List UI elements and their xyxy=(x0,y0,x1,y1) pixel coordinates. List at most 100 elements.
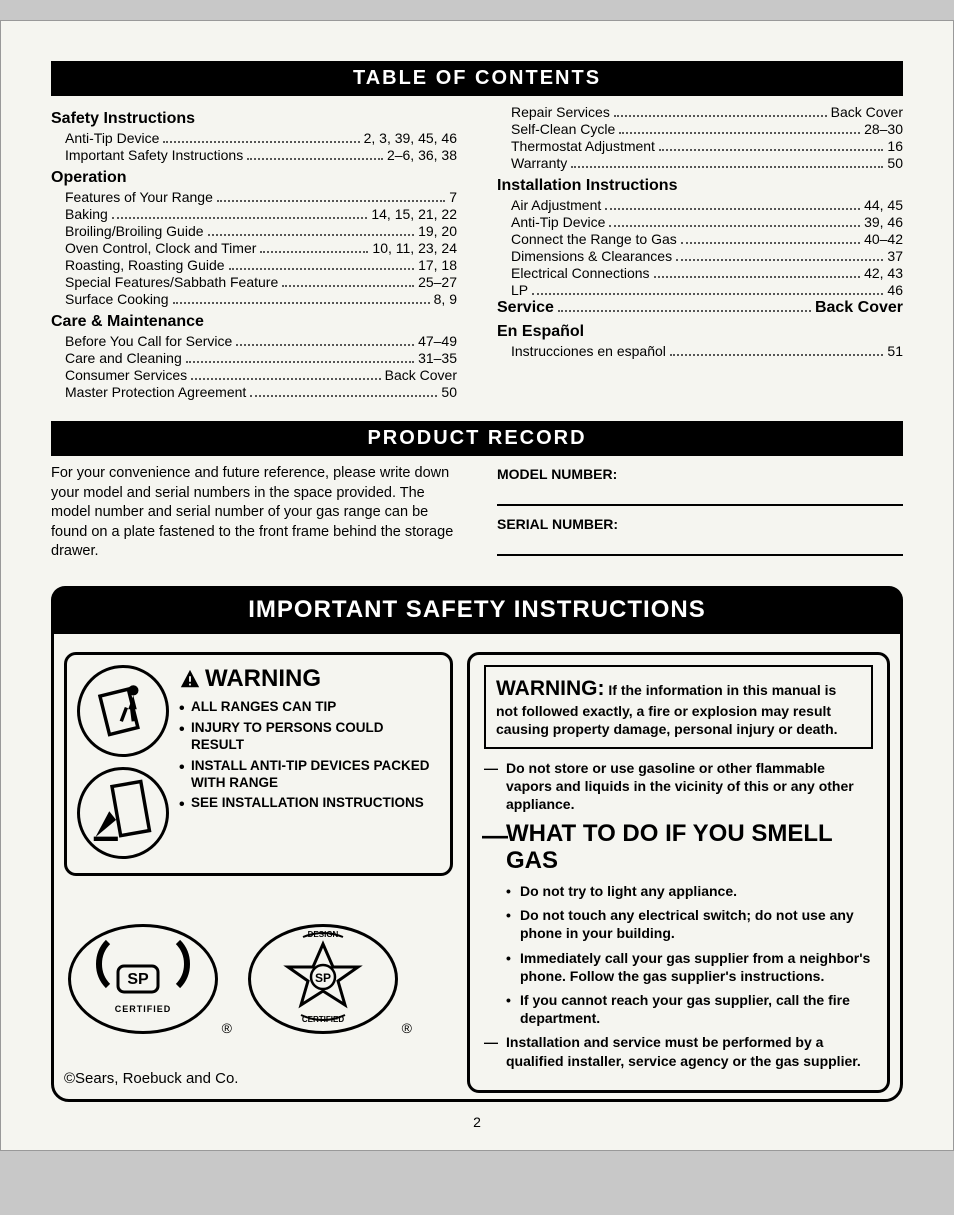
installer-note: Installation and service must be perform… xyxy=(484,1033,873,1069)
toc-label: Roasting, Roasting Guide xyxy=(65,257,225,273)
toc-heading: Care & Maintenance xyxy=(51,313,457,331)
safety-right-column: WARNING: If the information in this manu… xyxy=(467,652,890,1093)
toc-heading: Operation xyxy=(51,169,457,187)
toc-label: Service xyxy=(497,299,554,317)
toc-label: Anti-Tip Device xyxy=(511,214,605,230)
svg-text:CERTIFIED: CERTIFIED xyxy=(302,1015,344,1024)
svg-text:SP: SP xyxy=(315,971,331,985)
toc-page: 47–49 xyxy=(418,333,457,349)
design-certified-badge-icon: SP DESIGN CERTIFIED ® xyxy=(248,906,408,1056)
toc-heading: Installation Instructions xyxy=(497,177,903,195)
toc-page: 42, 43 xyxy=(864,265,903,281)
toc-entry: Dimensions & Clearances37 xyxy=(511,248,903,264)
toc-page: 2, 3, 39, 45, 46 xyxy=(364,130,457,146)
toc-page: Back Cover xyxy=(815,299,903,317)
toc-page: 46 xyxy=(887,282,903,298)
toc-page: 17, 18 xyxy=(418,257,457,273)
toc-leader-dots xyxy=(676,259,883,261)
toc-label: Surface Cooking xyxy=(65,291,169,307)
toc-label: Anti-Tip Device xyxy=(65,130,159,146)
toc-page: 14, 15, 21, 22 xyxy=(371,206,457,222)
toc-right-column: Repair Services Back Cover Self-Clean Cycl… xyxy=(497,104,903,401)
toc-label: Connect the Range to Gas xyxy=(511,231,677,247)
toc-leader-dots xyxy=(163,141,359,143)
toc-entry: Thermostat Adjustment16 xyxy=(511,138,903,154)
warning-text-left: WARNING ALL RANGES CAN TIPINJURY TO PERS… xyxy=(179,665,440,859)
toc-label: Self-Clean Cycle xyxy=(511,121,615,137)
toc-label: Repair Services xyxy=(511,104,610,120)
toc-entry: Anti-Tip Device39, 46 xyxy=(511,214,903,230)
warning-box-left: WARNING ALL RANGES CAN TIPINJURY TO PERS… xyxy=(64,652,453,876)
toc-entry: Anti-Tip Device 2, 3, 39, 45, 46 xyxy=(65,130,457,146)
toc-entry: Warranty 50 xyxy=(511,155,903,171)
toc-leader-dots xyxy=(247,158,383,160)
manual-page: TABLE OF CONTENTS Safety InstructionsAnt… xyxy=(0,20,954,1151)
copyright-line: ©Sears, Roebuck and Co. xyxy=(64,1070,453,1087)
product-record-fields: MODEL NUMBER: SERIAL NUMBER: xyxy=(497,464,903,566)
toc-page: 51 xyxy=(887,343,903,359)
toc-leader-dots xyxy=(282,285,414,287)
warning-bullet: INSTALL ANTI-TIP DEVICES PACKED WITH RAN… xyxy=(179,758,440,792)
warning-bullet: ALL RANGES CAN TIP xyxy=(179,699,440,716)
product-record-area: For your convenience and future referenc… xyxy=(51,464,903,566)
toc-label: Baking xyxy=(65,206,108,222)
certification-row: SP CERTIFIED ® xyxy=(64,906,453,1056)
toc-entry: Before You Call for Service47–49 xyxy=(65,333,457,349)
toc-entry: LP 46 xyxy=(511,282,903,298)
toc-leader-dots xyxy=(571,166,883,168)
toc-leader-dots xyxy=(670,354,884,356)
toc-area: Safety Instructions Anti-Tip Device 2, 3, … xyxy=(51,104,903,401)
toc-entry: Consumer ServicesBack Cover xyxy=(65,367,457,383)
toc-entry: Master Protection Agreement50 xyxy=(65,384,457,400)
toc-leader-dots xyxy=(681,242,860,244)
warning-bullet: SEE INSTALLATION INSTRUCTIONS xyxy=(179,795,440,812)
toc-leader-dots xyxy=(614,115,827,117)
toc-label: Special Features/Sabbath Feature xyxy=(65,274,278,290)
model-number-label: MODEL NUMBER: xyxy=(497,466,903,482)
toc-label: Care and Cleaning xyxy=(65,350,182,366)
toc-label: Oven Control, Clock and Timer xyxy=(65,240,256,256)
toc-entry: Surface Cooking 8, 9 xyxy=(65,291,457,307)
toc-leader-dots xyxy=(208,234,415,236)
smell-gas-bullet: Do not try to light any appliance. xyxy=(506,882,873,900)
toc-leader-dots xyxy=(558,310,811,312)
toc-entry: Oven Control, Clock and Timer10, 11, 23,… xyxy=(65,240,457,256)
smell-gas-bullet: Immediately call your gas supplier from … xyxy=(506,949,873,985)
warning-title-right: WARNING: xyxy=(496,677,605,700)
toc-heading: En Español xyxy=(497,323,903,341)
toc-label: Dimensions & Clearances xyxy=(511,248,672,264)
toc-label: Master Protection Agreement xyxy=(65,384,246,400)
certified-badge-icon: SP CERTIFIED ® xyxy=(68,906,228,1056)
toc-leader-dots xyxy=(605,208,860,210)
toc-page: 25–27 xyxy=(418,274,457,290)
svg-text:CERTIFIED: CERTIFIED xyxy=(115,1004,172,1014)
safety-header: IMPORTANT SAFETY INSTRUCTIONS xyxy=(51,586,903,634)
toc-entry: Self-Clean Cycle28–30 xyxy=(511,121,903,137)
toc-entry: Electrical Connections 42, 43 xyxy=(511,265,903,281)
page-number: 2 xyxy=(51,1114,903,1130)
toc-page: 8, 9 xyxy=(434,291,457,307)
toc-entry: Instrucciones en español51 xyxy=(511,343,903,359)
svg-text:SP: SP xyxy=(127,971,149,988)
toc-page: 7 xyxy=(449,189,457,205)
toc-page: 50 xyxy=(887,155,903,171)
toc-page: 44, 45 xyxy=(864,197,903,213)
alert-triangle-icon xyxy=(179,668,201,690)
toc-leader-dots xyxy=(260,251,368,253)
toc-label: Thermostat Adjustment xyxy=(511,138,655,154)
toc-entry: Service Back Cover xyxy=(497,299,903,317)
smell-gas-bullet: If you cannot reach your gas supplier, c… xyxy=(506,991,873,1027)
toc-label: Electrical Connections xyxy=(511,265,650,281)
tip-over-icon xyxy=(77,665,169,757)
serial-number-line xyxy=(497,532,903,556)
toc-heading: Safety Instructions xyxy=(51,110,457,128)
product-record-header: PRODUCT RECORD xyxy=(51,421,903,456)
toc-leader-dots xyxy=(609,225,860,227)
toc-label: Broiling/Broiling Guide xyxy=(65,223,204,239)
toc-label: Features of Your Range xyxy=(65,189,213,205)
toc-label: LP xyxy=(511,282,528,298)
toc-leader-dots xyxy=(186,361,414,363)
toc-label: Warranty xyxy=(511,155,567,171)
toc-entry: Important Safety Instructions2–6, 36, 38 xyxy=(65,147,457,163)
toc-label: Air Adjustment xyxy=(511,197,601,213)
